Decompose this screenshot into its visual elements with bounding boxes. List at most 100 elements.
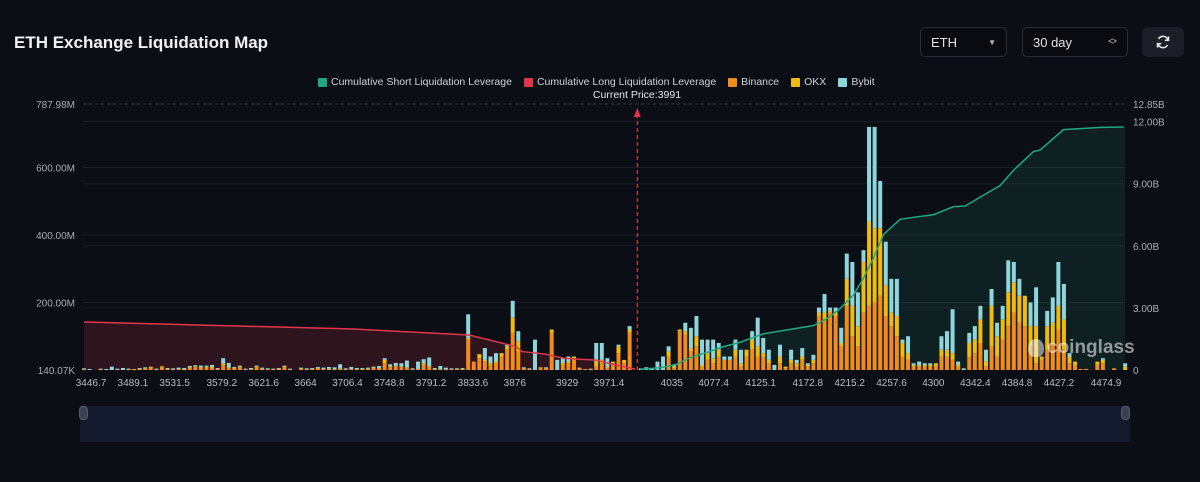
legend-long[interactable]: Cumulative Long Liquidation Leverage xyxy=(523,76,716,88)
bar-okx xyxy=(956,364,961,367)
bar-binance xyxy=(605,368,610,370)
coin-select-value: ETH xyxy=(931,34,957,50)
zoom-handle-right[interactable] xyxy=(1121,406,1130,420)
bar-okx xyxy=(1100,359,1105,364)
bar-binance xyxy=(1073,364,1078,370)
y-right-tick-label: 6.00B xyxy=(1133,242,1159,253)
bar-binance xyxy=(510,332,515,370)
bar-bybit xyxy=(761,337,766,354)
bar-okx xyxy=(694,336,699,347)
bar-binance xyxy=(844,305,849,370)
bar-okx xyxy=(310,368,315,370)
bar-okx xyxy=(716,349,721,357)
x-tick-label: 4077.4 xyxy=(698,378,729,389)
bar-bybit xyxy=(221,358,226,364)
bar-binance xyxy=(354,369,359,371)
bar-binance xyxy=(738,366,743,370)
bar-bybit xyxy=(789,349,794,360)
bar-binance xyxy=(761,356,766,370)
bar-bybit xyxy=(282,365,287,367)
bar-binance xyxy=(1056,329,1061,370)
bar-bybit xyxy=(182,367,187,369)
bar-binance xyxy=(427,366,432,370)
y-left-tick-label: 600.00M xyxy=(36,163,75,174)
bar-okx xyxy=(616,346,621,354)
coinglass-watermark: coinglass xyxy=(1028,337,1135,359)
bar-bybit xyxy=(198,365,203,368)
bar-bybit xyxy=(594,342,599,362)
bar-okx xyxy=(421,363,426,365)
bar-bybit xyxy=(171,368,176,370)
range-select[interactable]: 30 day ︿ ﹀ xyxy=(1022,27,1128,57)
bar-bybit xyxy=(1034,287,1039,327)
bar-bybit xyxy=(989,288,994,306)
bar-okx xyxy=(878,228,883,296)
bar-binance xyxy=(1000,339,1005,370)
bar-binance xyxy=(516,351,521,370)
bar-bybit xyxy=(427,357,432,366)
bar-okx xyxy=(326,368,331,370)
bar-bybit xyxy=(455,368,460,370)
bar-okx xyxy=(755,346,760,357)
coin-select[interactable]: ETH ▼ xyxy=(920,27,1007,57)
bar-okx xyxy=(198,367,203,369)
bar-binance xyxy=(382,363,387,370)
bar-okx xyxy=(393,365,398,367)
bar-binance xyxy=(482,361,487,370)
short-leverage-line xyxy=(640,126,1124,371)
bar-binance xyxy=(98,369,103,371)
legend-binance[interactable]: Binance xyxy=(728,76,779,88)
bar-binance xyxy=(783,368,788,370)
bar-binance xyxy=(332,369,337,371)
x-tick-label: 3664 xyxy=(294,378,317,389)
zoom-slider[interactable] xyxy=(80,406,1130,442)
legend-short[interactable]: Cumulative Short Liquidation Leverage xyxy=(318,76,512,88)
bar-okx xyxy=(516,341,521,352)
bar-binance xyxy=(443,369,448,371)
bar-binance xyxy=(560,364,565,370)
bar-okx xyxy=(1073,361,1078,365)
bar-bybit xyxy=(388,364,393,367)
bar-okx xyxy=(427,365,432,367)
bar-binance xyxy=(494,363,499,370)
bar-bybit xyxy=(794,359,799,364)
legend-okx[interactable]: OKX xyxy=(791,76,826,88)
bar-bybit xyxy=(883,241,888,286)
bar-okx xyxy=(143,368,148,370)
bar-binance xyxy=(544,368,549,370)
bar-binance xyxy=(365,368,370,370)
bar-binance xyxy=(471,361,476,370)
legend-bybit[interactable]: Bybit xyxy=(838,76,875,88)
bar-bybit xyxy=(828,307,833,311)
bar-bybit xyxy=(276,367,281,369)
bar-okx xyxy=(1011,282,1016,313)
bar-okx xyxy=(978,319,983,343)
x-tick-label: 3446.7 xyxy=(76,378,107,389)
x-tick-label: 3579.2 xyxy=(207,378,238,389)
bar-bybit xyxy=(271,368,276,370)
bar-binance xyxy=(627,332,632,370)
bar-binance xyxy=(271,369,276,371)
bar-okx xyxy=(338,368,343,370)
bar-okx xyxy=(850,305,855,337)
y-left-tick-label: 140.07K xyxy=(38,366,76,377)
bar-binance xyxy=(672,368,677,370)
bar-binance xyxy=(1028,346,1033,370)
zoom-handle-left[interactable] xyxy=(79,406,88,420)
x-tick-label: 3531.5 xyxy=(159,378,190,389)
refresh-button[interactable] xyxy=(1142,27,1184,57)
bar-okx xyxy=(1061,319,1066,350)
bar-binance xyxy=(766,363,771,370)
bar-bybit xyxy=(928,363,933,365)
bar-okx xyxy=(315,367,320,369)
bar-binance xyxy=(1034,363,1039,370)
bar-bybit xyxy=(844,253,849,279)
bar-bybit xyxy=(861,250,866,262)
bar-binance xyxy=(828,312,833,370)
bar-binance xyxy=(983,366,988,370)
bar-okx xyxy=(237,366,242,368)
bar-binance xyxy=(711,363,716,370)
bar-binance xyxy=(677,331,682,370)
bar-bybit xyxy=(900,339,905,343)
bar-binance xyxy=(343,369,348,371)
